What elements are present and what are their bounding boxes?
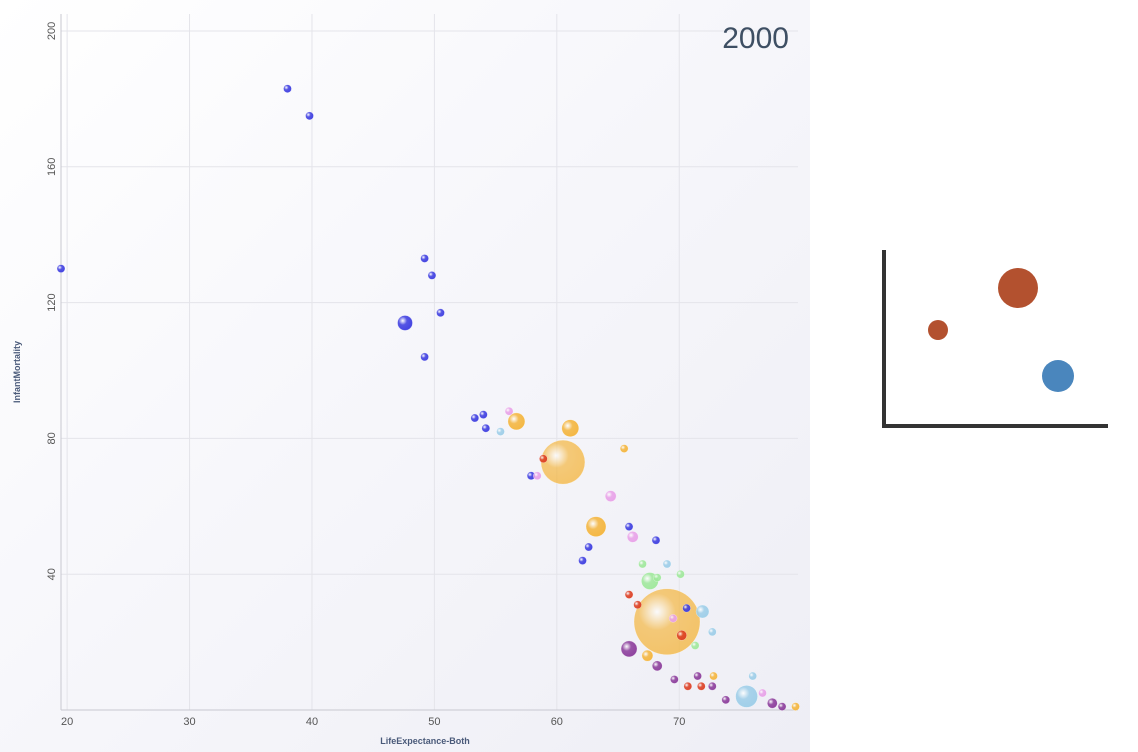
axes xyxy=(60,14,798,711)
data-bubble[interactable] xyxy=(585,516,607,537)
data-bubble[interactable] xyxy=(668,614,678,623)
data-bubble[interactable] xyxy=(709,671,718,681)
data-bubble[interactable] xyxy=(578,556,587,565)
x-tick-label: 30 xyxy=(183,716,195,728)
data-bubble[interactable] xyxy=(619,444,629,453)
data-bubble[interactable] xyxy=(767,697,778,709)
data-bubble[interactable] xyxy=(641,649,654,662)
data-bubble[interactable] xyxy=(735,685,758,708)
year-label: 2000 xyxy=(722,22,789,55)
data-bubble[interactable] xyxy=(670,675,679,684)
data-bubble[interactable] xyxy=(721,695,731,705)
bubbles xyxy=(56,84,800,711)
x-tick-label: 20 xyxy=(61,716,73,728)
data-bubble[interactable] xyxy=(56,264,66,273)
legend-bubble xyxy=(998,268,1038,308)
grid xyxy=(61,14,798,710)
data-bubble[interactable] xyxy=(651,660,663,672)
data-bubble[interactable] xyxy=(695,604,710,619)
data-bubble[interactable] xyxy=(624,522,634,531)
x-tick-label: 70 xyxy=(673,716,685,728)
data-bubble[interactable] xyxy=(690,641,700,650)
x-tick-label: 50 xyxy=(428,716,440,728)
data-bubble[interactable] xyxy=(420,352,429,362)
data-bubble[interactable] xyxy=(305,111,314,121)
x-tick-label: 40 xyxy=(306,716,318,728)
data-bubble[interactable] xyxy=(427,271,437,280)
data-bubble[interactable] xyxy=(626,531,639,543)
y-tick-label: 200 xyxy=(46,22,58,40)
chart-panel: 20 30 40 50 60 70 40 80 120 160 200 LifeExpectance… xyxy=(0,0,810,752)
data-bubble[interactable] xyxy=(620,640,638,658)
legend-bubbles xyxy=(928,268,1074,392)
y-axis-title: InfantMortality xyxy=(12,341,22,403)
x-tick-label: 60 xyxy=(551,716,563,728)
data-bubble[interactable] xyxy=(561,419,580,437)
data-bubble[interactable] xyxy=(662,559,672,569)
data-bubble[interactable] xyxy=(758,688,767,698)
data-bubble[interactable] xyxy=(633,600,642,610)
data-bubble[interactable] xyxy=(436,308,445,318)
scatter-chart: 20 30 40 50 60 70 40 80 120 160 200 LifeExpectance… xyxy=(12,14,800,746)
data-bubble[interactable] xyxy=(682,603,691,613)
data-bubble[interactable] xyxy=(479,410,488,419)
data-bubble[interactable] xyxy=(708,681,717,691)
data-bubble[interactable] xyxy=(697,681,706,691)
data-bubble[interactable] xyxy=(651,535,661,545)
data-bubble[interactable] xyxy=(507,412,526,431)
data-bubble[interactable] xyxy=(397,315,413,331)
y-tick-label: 160 xyxy=(46,158,58,176)
bubble-chart-icon xyxy=(882,250,1108,428)
legend-bubble xyxy=(928,320,948,340)
y-tick-label: 40 xyxy=(46,568,58,580)
data-bubble[interactable] xyxy=(470,413,480,423)
data-bubble[interactable] xyxy=(748,671,757,681)
data-bubble[interactable] xyxy=(504,406,514,416)
legend-axes-icon xyxy=(882,250,1108,428)
tick-labels: 20 30 40 50 60 70 40 80 120 160 200 xyxy=(46,22,685,728)
data-bubble[interactable] xyxy=(496,427,505,436)
data-bubble[interactable] xyxy=(283,84,292,93)
data-bubble[interactable] xyxy=(683,681,693,691)
data-bubble[interactable] xyxy=(676,569,685,579)
data-bubble[interactable] xyxy=(676,630,687,641)
data-bubble[interactable] xyxy=(652,573,662,582)
data-bubble[interactable] xyxy=(532,471,542,480)
legend-bubble xyxy=(1042,360,1074,392)
data-bubble[interactable] xyxy=(584,542,593,552)
data-bubble[interactable] xyxy=(693,671,702,681)
data-bubble[interactable] xyxy=(791,702,800,711)
x-axis-title: LifeExpectance-Both xyxy=(380,736,470,746)
data-bubble[interactable] xyxy=(624,590,634,599)
data-bubble[interactable] xyxy=(708,627,717,637)
data-bubble[interactable] xyxy=(604,490,617,502)
data-bubble[interactable] xyxy=(633,588,701,655)
data-bubble[interactable] xyxy=(638,559,647,569)
y-tick-label: 120 xyxy=(46,293,58,311)
y-tick-label: 80 xyxy=(46,432,58,444)
data-bubble[interactable] xyxy=(540,439,586,485)
data-bubble[interactable] xyxy=(777,702,787,711)
data-bubble[interactable] xyxy=(420,254,429,263)
data-bubble[interactable] xyxy=(539,454,548,464)
data-bubble[interactable] xyxy=(481,423,491,433)
